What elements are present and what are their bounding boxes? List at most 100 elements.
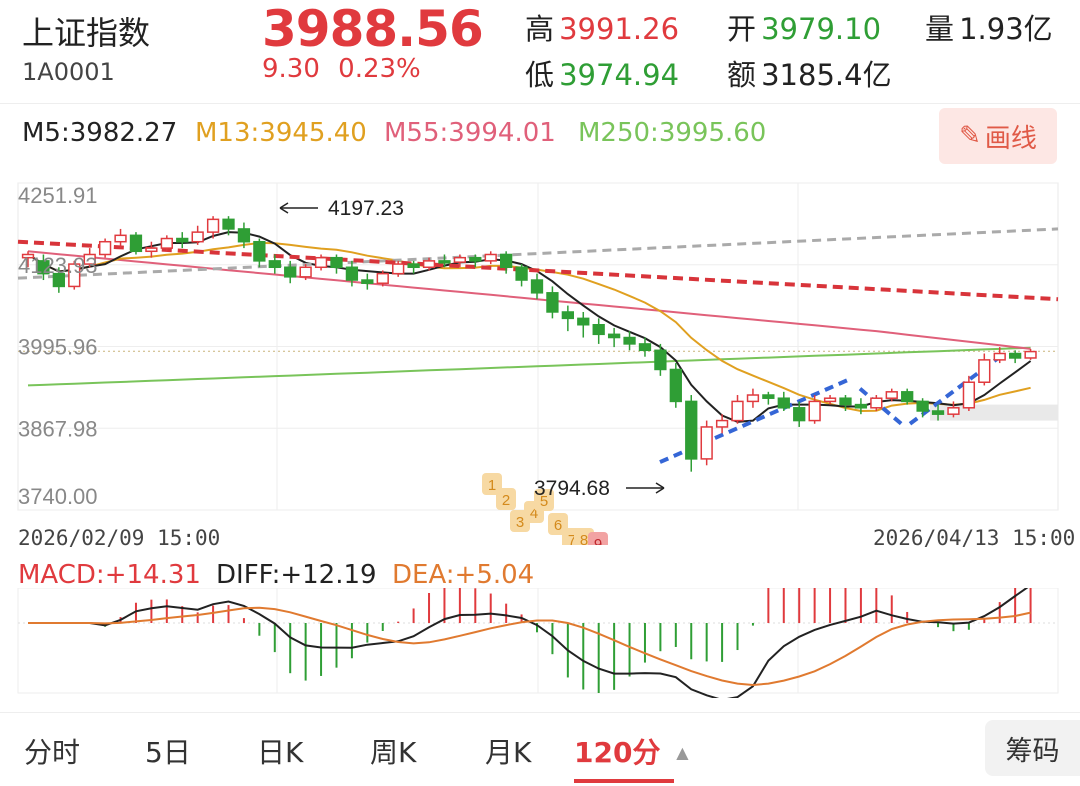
current-price: 3988.56	[262, 0, 484, 58]
candle-body	[777, 397, 790, 409]
candle-body	[978, 359, 991, 383]
candle-body	[623, 336, 636, 345]
macd-bars	[104, 588, 1032, 693]
candle-body	[422, 260, 436, 269]
candle-body	[314, 256, 328, 269]
candle-body	[654, 349, 667, 371]
candle-body	[114, 234, 127, 243]
candle-body	[237, 228, 251, 243]
candle-body	[546, 292, 559, 313]
ma250-legend: M250:3995.60	[578, 118, 767, 148]
candle-body	[453, 256, 467, 263]
candle-body	[330, 256, 343, 269]
tab-weekly-k[interactable]: 周K	[370, 736, 417, 769]
pencil-icon: ✎	[959, 121, 981, 151]
candle-body	[68, 263, 81, 288]
trend-line-red	[17, 239, 1059, 302]
candle-body	[222, 218, 235, 230]
candle-body	[191, 231, 204, 243]
x-start-label: 2026/02/09 15:00	[18, 526, 221, 550]
diff-legend: DIFF:+12.19	[216, 560, 377, 590]
tab-5day[interactable]: 5日	[145, 736, 191, 769]
high-annotation: 4197.23	[328, 197, 404, 220]
chip-distribution-button[interactable]: 筹码	[985, 720, 1080, 776]
candle-body	[500, 253, 513, 269]
candle-body	[746, 394, 760, 403]
tab-120min[interactable]: 120分 ▲	[574, 731, 689, 771]
trend-line-blue	[858, 387, 907, 429]
candle-body	[885, 391, 898, 399]
candle-body	[253, 240, 266, 262]
sequence-marker: 5	[540, 493, 548, 510]
arrow-left-icon	[279, 202, 289, 214]
active-tab-underline	[574, 779, 674, 783]
y-tick-label: 3867.98	[18, 416, 98, 441]
candles	[21, 216, 1037, 472]
sequence-marker: 8	[580, 532, 588, 545]
y-tick-label: 4251.91	[18, 183, 98, 208]
candle-body	[962, 381, 976, 409]
sequence-marker: 4	[530, 505, 538, 522]
candle-body	[592, 324, 605, 336]
stat-volume-value: 1.93亿	[959, 12, 1053, 46]
candle-body	[469, 256, 482, 262]
candle-body	[206, 218, 220, 233]
ma5-legend: M5:3982.27	[22, 118, 178, 148]
stat-volume-label: 量	[925, 12, 955, 46]
low-annotation: 3794.68	[534, 477, 610, 500]
stat-low: 低 3974.94	[525, 52, 679, 94]
draw-line-label: 画线	[984, 123, 1037, 154]
candle-body	[870, 397, 883, 409]
candle-body	[916, 400, 929, 412]
price-change: 9.30 0.23%	[262, 54, 421, 84]
ma13-legend: M13:3945.40	[195, 118, 367, 148]
tab-120min-label: 120分	[574, 736, 661, 769]
candle-body	[83, 253, 96, 265]
sequence-marker: 7	[568, 532, 576, 545]
stock-name: 上证指数	[22, 14, 151, 52]
candle-body	[530, 279, 544, 294]
candle-body	[715, 419, 729, 428]
candle-body	[1009, 352, 1022, 359]
ma55-legend: M55:3994.01	[384, 118, 556, 148]
candle-body	[793, 407, 806, 422]
candle-body	[1024, 350, 1037, 359]
dea-line	[28, 606, 1031, 687]
header-divider	[0, 103, 1080, 104]
tab-monthly-k[interactable]: 月K	[485, 736, 532, 769]
candle-body	[839, 397, 852, 406]
candle-body	[299, 266, 312, 278]
macd-chart[interactable]	[0, 588, 1080, 698]
candle-body	[438, 260, 451, 264]
candle-body	[947, 407, 960, 415]
tab-daily-k[interactable]: 日K	[257, 736, 304, 769]
sequence-marker: 9	[594, 536, 602, 545]
period-tabs: 分时 5日 日K 周K 月K 120分 ▲	[0, 712, 1080, 786]
candle-body	[607, 333, 621, 339]
trend-line-gray	[17, 227, 1059, 280]
y-tick-label: 3740.00	[18, 484, 98, 509]
arrow-right-icon	[655, 482, 665, 494]
candle-body	[160, 237, 173, 249]
draw-line-button[interactable]: ✎ 画线	[939, 108, 1057, 164]
stat-low-value: 3974.94	[559, 58, 680, 92]
candle-body	[52, 272, 65, 288]
candle-body	[268, 260, 281, 269]
stat-amount-label: 额	[727, 58, 757, 92]
y-tick-label: 4123.93	[18, 253, 98, 278]
sequence-marker: 6	[554, 517, 562, 534]
price-annotations: 4197.23 3794.68	[279, 197, 665, 500]
candle-body	[484, 253, 497, 262]
stat-high: 高 3991.26	[525, 6, 679, 48]
tab-intraday[interactable]: 分时	[24, 736, 81, 769]
candle-body	[561, 311, 574, 320]
stat-high-label: 高	[525, 12, 555, 46]
sequence-marker: 2	[502, 492, 510, 509]
candle-body	[731, 400, 744, 422]
candle-body	[376, 272, 389, 284]
candle-body	[176, 237, 189, 243]
stat-amount-value: 3185.4亿	[761, 58, 892, 92]
candle-body	[361, 279, 374, 284]
